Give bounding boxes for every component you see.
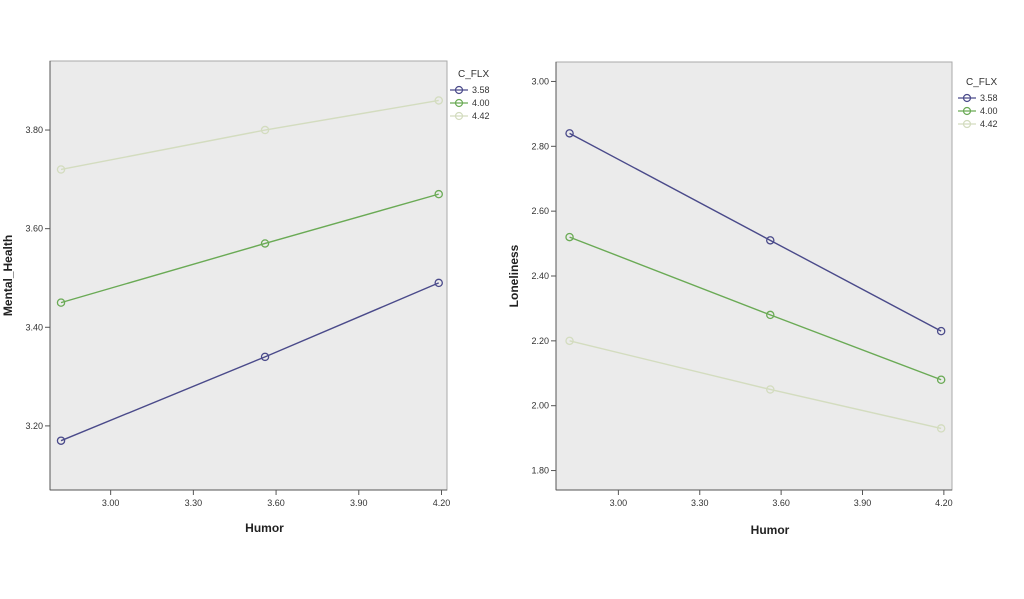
legend-marker (454, 85, 464, 95)
y-tick-label: 2.40 (531, 271, 549, 281)
x-tick-label: 3.00 (102, 498, 120, 508)
y-tick-label: 2.20 (531, 336, 549, 346)
data-point (565, 129, 574, 138)
legend-marker (962, 93, 972, 103)
data-point (565, 232, 574, 242)
x-tick-label: 4.20 (433, 498, 451, 508)
legend-title: C_FLX (966, 77, 997, 88)
y-axis-title: Loneliness (507, 244, 521, 307)
x-tick-label: 3.30 (691, 498, 709, 508)
x-axis-title: Humor (751, 523, 790, 537)
x-tick-label: 3.90 (854, 498, 872, 508)
legend-marker (962, 119, 972, 129)
data-point (936, 326, 946, 336)
data-point (260, 352, 270, 362)
data-point (936, 424, 946, 433)
legend-marker (962, 106, 972, 116)
y-tick-label: 2.80 (531, 141, 549, 151)
legend-label: 4.00 (980, 106, 998, 116)
y-tick-label: 3.00 (531, 76, 549, 86)
x-tick-label: 3.00 (610, 498, 628, 508)
legend-label: 4.42 (980, 119, 998, 129)
series-line-4.00 (60, 193, 439, 304)
x-tick-label: 3.30 (185, 498, 203, 508)
x-tick-label: 4.20 (935, 498, 953, 508)
data-point (434, 278, 443, 288)
x-tick-label: 3.60 (267, 498, 285, 508)
data-point (56, 436, 66, 445)
legend-label: 4.00 (472, 98, 490, 108)
data-point (766, 310, 775, 320)
legend-marker (454, 98, 464, 108)
series-line-4.42 (569, 340, 942, 430)
data-point (565, 336, 574, 346)
y-tick-label: 3.60 (25, 224, 43, 234)
legend-label: 3.58 (980, 93, 998, 103)
y-tick-label: 2.60 (531, 206, 549, 216)
legend-label: 4.42 (472, 111, 490, 121)
plot-area (49, 60, 448, 491)
legend-title: C_FLX (458, 69, 489, 80)
data-point (766, 385, 775, 394)
x-axis-title: Humor (245, 521, 284, 535)
data-point (434, 189, 443, 199)
data-point (434, 96, 443, 105)
y-tick-label: 1.80 (531, 466, 549, 476)
data-point (260, 239, 270, 248)
series-line-4.42 (60, 99, 439, 171)
plot-area (555, 61, 953, 491)
y-axis-title: Mental_Health (1, 235, 15, 316)
data-point (936, 375, 946, 385)
chart-1: 3.00 3.30 3.60 3.90 4.20 3.20 3.40 3.60 3.80 Humo… (1, 60, 490, 535)
series-line-4.00 (569, 236, 942, 381)
legend-label: 3.58 (472, 85, 490, 95)
legend-marker (454, 111, 464, 121)
data-point (260, 125, 270, 135)
data-point (766, 236, 775, 245)
x-tick-label: 3.90 (350, 498, 368, 508)
chart-2: 3.00 3.30 3.60 3.90 4.20 1.80 2.00 2.20 2.40 2.60… (507, 61, 998, 537)
data-point (56, 298, 66, 307)
y-tick-label: 3.80 (25, 125, 43, 135)
series-line-3.58 (60, 282, 440, 442)
data-point (56, 165, 66, 174)
series-line-3.58 (569, 132, 942, 332)
y-tick-label: 3.20 (25, 421, 43, 431)
x-tick-label: 3.60 (772, 498, 790, 508)
y-tick-label: 3.40 (25, 322, 43, 332)
y-tick-label: 2.00 (531, 401, 549, 411)
